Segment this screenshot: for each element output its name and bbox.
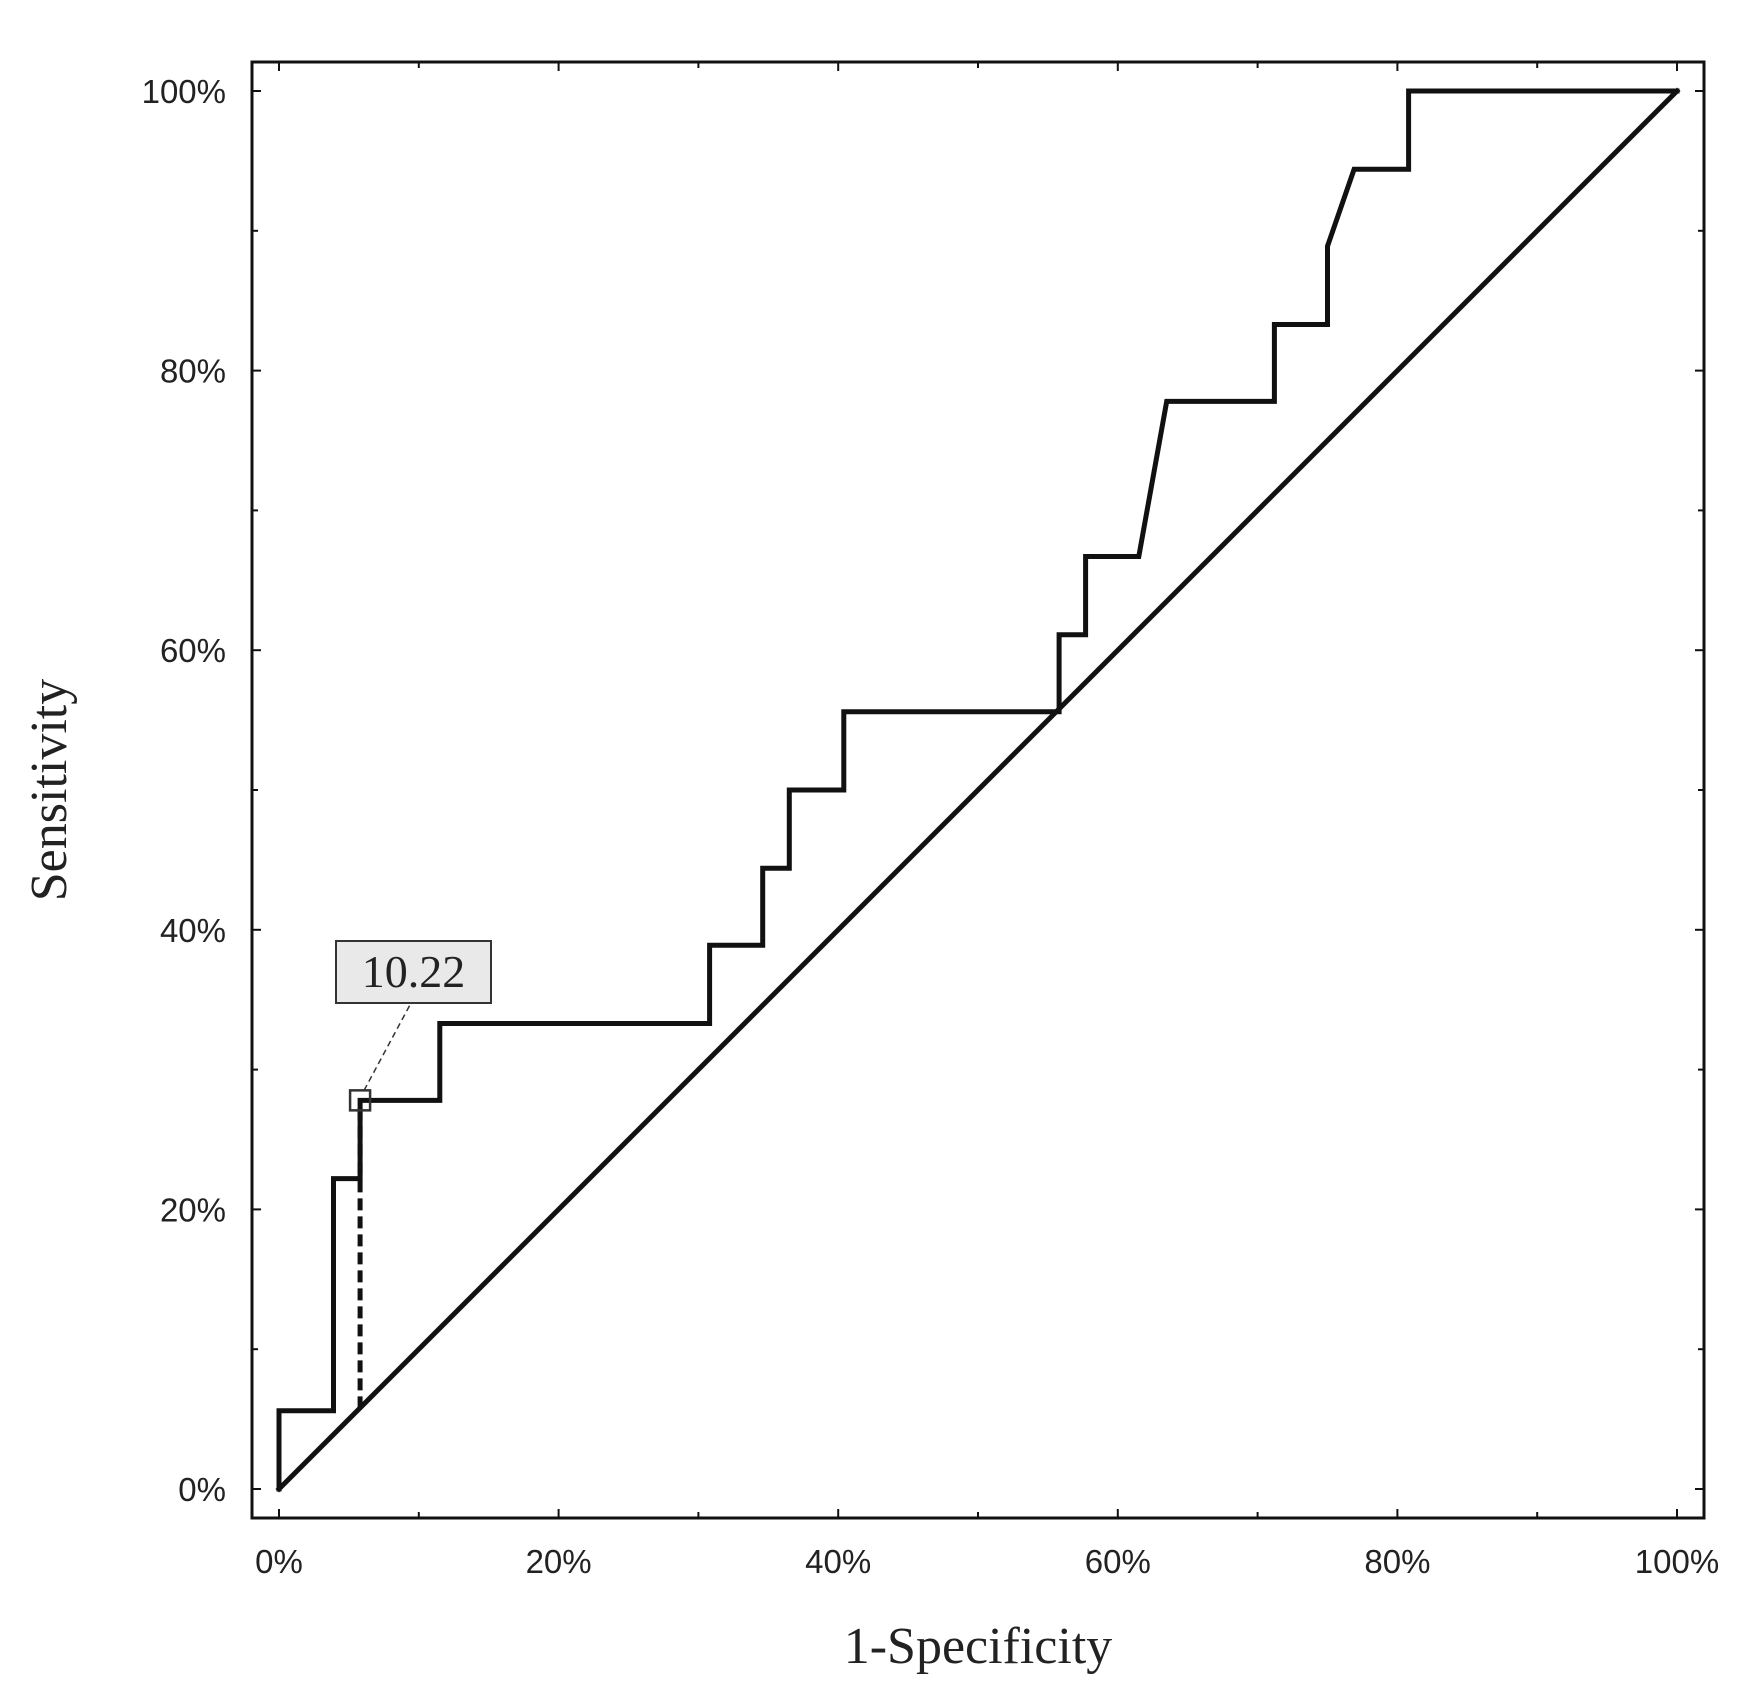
x-tick-label: 80% <box>1364 1543 1430 1580</box>
curves-layer <box>275 87 1681 1493</box>
ticks-layer: 0% 20% 40% 60% 80% 100% 0% 20% 40% 60% 80% 100% <box>142 62 1719 1580</box>
annotation-layer: 10.22 <box>335 940 492 1408</box>
y-tick-label: 0% <box>178 1471 226 1508</box>
x-tick-label: 0% <box>255 1543 303 1580</box>
y-tick-label: 40% <box>160 912 226 949</box>
y-tick-label: 80% <box>160 353 226 390</box>
annotation-leader-line <box>363 1002 412 1091</box>
cutoff-label-box <box>335 940 492 1004</box>
x-tick-label: 40% <box>805 1543 871 1580</box>
cutoff-label: 10.22 <box>362 946 466 997</box>
cutoff-marker <box>348 1089 372 1112</box>
x-tick-label: 100% <box>1635 1543 1719 1580</box>
x-tick-label: 60% <box>1085 1543 1151 1580</box>
y-axis-title: Sensitivity <box>21 679 78 901</box>
y-tick-label: 60% <box>160 632 226 669</box>
y-tick-label: 20% <box>160 1191 226 1228</box>
y-tick-label: 100% <box>142 73 226 110</box>
reference-diagonal-line <box>275 87 1681 1493</box>
x-tick-label: 20% <box>526 1543 592 1580</box>
x-axis-title: 1-Specificity <box>844 1618 1113 1675</box>
